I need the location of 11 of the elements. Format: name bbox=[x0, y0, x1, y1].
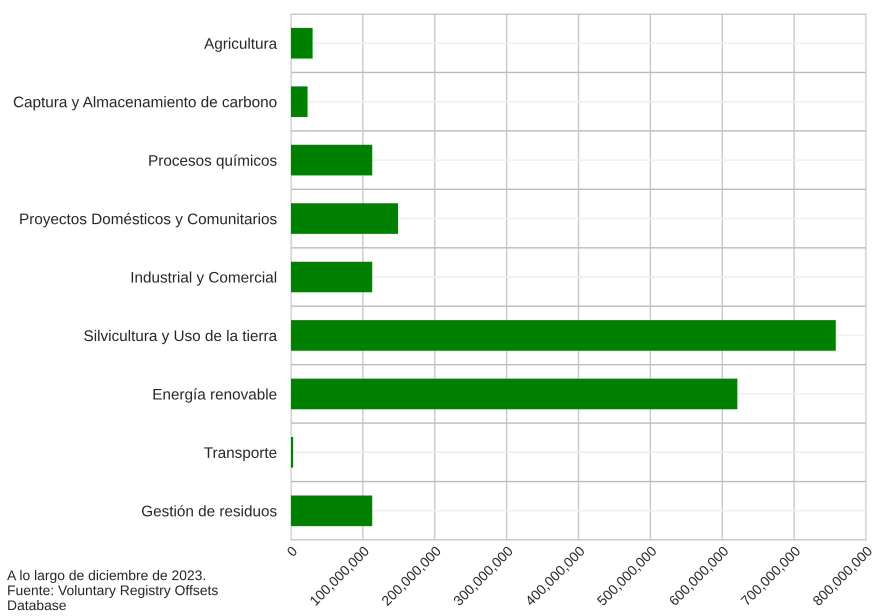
y-tick-label: Captura y Almacenamiento de carbono bbox=[14, 96, 276, 110]
text: A lo largo de diciembre de 2023. Fuente: Voluntary Registry Offsets Database bbox=[7, 570, 218, 610]
y-tick-label: Silvicultura y Uso de la tierra bbox=[84, 330, 278, 344]
y-tick-label: Industrial y Comercial bbox=[132, 271, 276, 286]
y-tick-label: Gestión de residuos bbox=[142, 505, 277, 516]
y-tick-label: Transporte bbox=[204, 447, 276, 462]
y-tick-label: Proyectos Domésticos y Comunitarios bbox=[20, 212, 277, 228]
y-tick-label: Agricultura bbox=[204, 38, 278, 52]
y-tick-label: Procesos químicos bbox=[149, 154, 277, 169]
x-tick-label: 0 bbox=[286, 546, 298, 558]
y-tick-label: Energía renovable bbox=[154, 388, 276, 403]
